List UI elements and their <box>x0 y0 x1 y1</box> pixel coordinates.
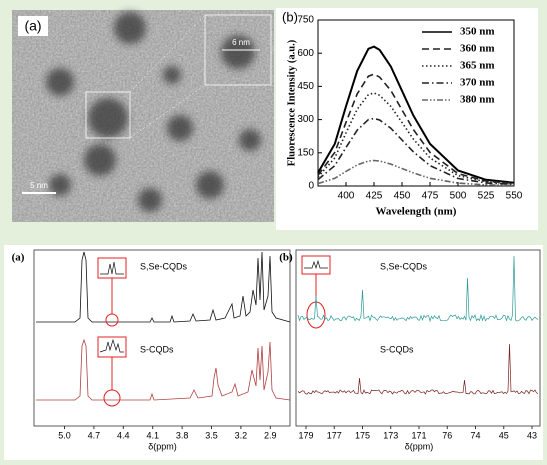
x-tick-label: 171 <box>411 430 426 440</box>
scale-bar-label: 5 nm <box>30 181 48 190</box>
x-tick-label: 45 <box>499 430 509 440</box>
y-tick-label: 300 <box>297 114 314 125</box>
trace-label: S-CQDs <box>140 344 174 354</box>
y-tick-label: 600 <box>297 48 314 59</box>
x-tick-label: 525 <box>478 191 495 202</box>
x-tick-label: 475 <box>422 191 439 202</box>
x-tick-label: 500 <box>450 191 467 202</box>
trace-label: S-CQDs <box>380 344 414 354</box>
x-tick-label: 177 <box>327 430 342 440</box>
panel-label: (b) <box>282 9 298 24</box>
x-tick-label: 74 <box>470 430 480 440</box>
inset-scale: 6 nm <box>232 38 250 47</box>
x-tick-label: 3.5 <box>205 430 218 440</box>
legend-label: 360 nm <box>460 43 495 55</box>
y-axis-title: Fluorescence Intensity (a.u.) <box>286 39 297 166</box>
spectrum-noise <box>297 255 539 395</box>
nmr-frame <box>33 249 291 427</box>
spectrum-trace <box>297 255 539 323</box>
legend-label: 380 nm <box>460 94 495 106</box>
x-axis-title: Wavelength (nm) <box>376 206 457 218</box>
series-line <box>317 73 515 185</box>
panel-label: (a) <box>12 252 25 264</box>
tem-image <box>12 10 274 222</box>
legend-label: 365 nm <box>460 60 495 72</box>
inset-peaks <box>99 338 124 353</box>
y-tick-label: 150 <box>297 147 314 158</box>
x-tick-label: 43 <box>527 430 537 440</box>
inset-peaks <box>304 259 328 270</box>
x-tick-label: 400 <box>338 191 355 202</box>
spectrum-trace <box>36 338 291 401</box>
x-axis-title: δ(ppm) <box>148 441 177 451</box>
x-tick-label: 550 <box>506 191 523 202</box>
panel-label: (b) <box>279 252 293 264</box>
spectrum-trace <box>36 251 291 323</box>
x-tick-label: 425 <box>366 191 383 202</box>
nmr-background <box>4 245 543 460</box>
series-line <box>317 92 515 185</box>
x-tick-label: 175 <box>355 430 370 440</box>
chart-background <box>276 8 538 230</box>
x-tick-label: 173 <box>383 430 398 440</box>
x-tick-label: 76 <box>442 430 452 440</box>
x-tick-label: 450 <box>394 191 411 202</box>
trace-label: S,Se-CQDs <box>140 261 188 271</box>
y-tick-label: 0 <box>308 181 314 192</box>
legend-label: 370 nm <box>460 77 495 89</box>
nmr-frame <box>295 249 541 427</box>
spectrum-trace <box>297 343 539 395</box>
x-tick-label: 3.8 <box>176 430 189 440</box>
legend-label: 350 nm <box>460 26 495 38</box>
y-tick-label: 750 <box>297 15 314 26</box>
plot-frame <box>317 19 515 187</box>
x-tick-label: 4.7 <box>88 430 101 440</box>
inset-peaks <box>100 261 124 275</box>
series-line <box>317 45 515 184</box>
x-tick-label: 179 <box>298 430 313 440</box>
series-line <box>317 117 515 186</box>
x-tick-label: 3.2 <box>235 430 248 440</box>
panel-label-box <box>280 9 300 25</box>
x-tick-label: 4.1 <box>146 430 159 440</box>
inset-marker <box>97 257 127 407</box>
trace-label: S,Se-CQDs <box>380 261 428 271</box>
series-line <box>317 159 515 187</box>
x-axis-title: δ(ppm) <box>405 441 434 451</box>
x-tick-label: 2.9 <box>264 430 277 440</box>
x-tick-label: 5.0 <box>58 430 71 440</box>
x-tick-label: 4.4 <box>117 430 130 440</box>
y-tick-label: 450 <box>297 81 314 92</box>
panel-label: (a) <box>24 18 41 34</box>
